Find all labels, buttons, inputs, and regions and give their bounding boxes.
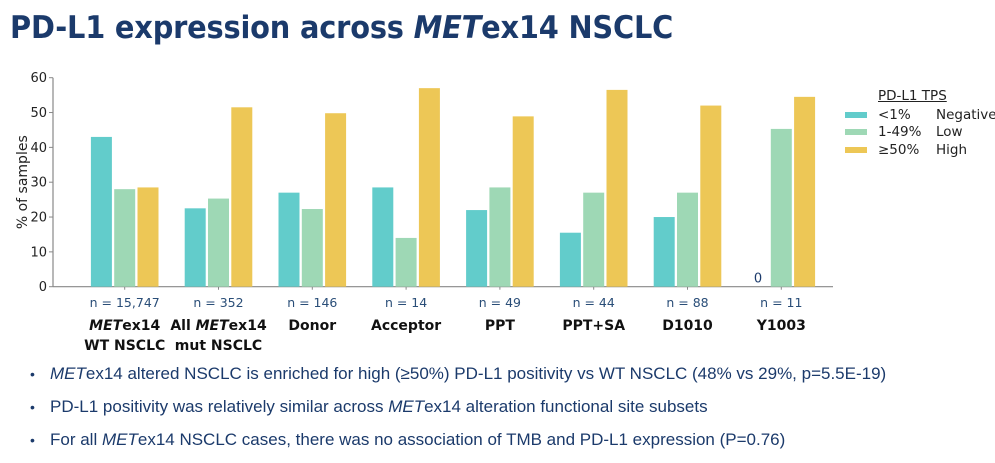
bullet-item: • PD-L1 positivity was relatively simila… — [30, 397, 886, 430]
sample-size-label: n = 44 — [573, 295, 615, 310]
category-label: Donor — [288, 318, 336, 334]
title-text-2: ex14 NSCLC — [481, 10, 674, 46]
bar-low — [489, 187, 511, 287]
legend-label: High — [936, 141, 968, 158]
bullet-icon: • — [30, 366, 35, 382]
bar-low — [395, 237, 417, 287]
bar-negative — [559, 232, 581, 287]
legend-swatch-low — [845, 129, 867, 136]
bullet-italic: MET — [388, 397, 425, 416]
bar-chart: 0 10 20 30 40 50 60 % of samples 0 n = 15,747 ME… — [15, 71, 833, 354]
category-label: Y1003 — [756, 318, 806, 334]
bullet-italic: MET — [101, 430, 138, 449]
y-tick-label: 10 — [30, 245, 47, 260]
bar-negative — [653, 217, 675, 287]
bar-high — [794, 96, 816, 287]
legend-item-low: 1-49% Low — [845, 124, 995, 142]
legend-item-high: ≥50% High — [845, 141, 995, 159]
bar-negative — [466, 210, 488, 287]
legend-swatch-high — [845, 146, 867, 153]
bar-low — [208, 198, 229, 287]
bullet-item: • For all METex14 NSCLC cases, there was… — [30, 430, 886, 463]
bullet-text: METex14 altered NSCLC is enriched for hi… — [50, 364, 886, 384]
legend-label: Negative — [936, 106, 995, 123]
bar-low — [583, 192, 605, 287]
legend-label: Low — [936, 124, 963, 141]
bar-low — [301, 209, 323, 287]
bullet-item: • METex14 altered NSCLC is enriched for … — [30, 364, 886, 397]
bar-negative — [184, 208, 206, 287]
category-label-line2: mut NSCLC — [175, 338, 262, 354]
y-axis-label: % of samples — [15, 135, 31, 229]
y-tick-label: 30 — [30, 176, 47, 191]
legend-range: ≥50% — [878, 141, 920, 158]
title-text-1: PD-L1 expression across — [10, 10, 414, 46]
y-tick-label: 20 — [30, 211, 47, 226]
category-label-line2: WT NSCLC — [84, 338, 165, 354]
bar-negative — [278, 192, 300, 287]
legend-item-negative: <1% Negative — [845, 106, 995, 124]
sample-size-label: n = 15,747 — [90, 295, 160, 310]
bullet-text: PD-L1 positivity was relatively similar … — [50, 397, 708, 417]
bullet-icon: • — [30, 399, 35, 415]
bar-high — [231, 107, 253, 287]
bar-low — [770, 128, 792, 287]
slide-title: PD-L1 expression across METex14 NSCLC — [10, 10, 673, 46]
bullet-prefix: For all — [50, 430, 102, 449]
legend-range: 1-49% — [878, 124, 922, 141]
sample-size-label: n = 146 — [287, 295, 337, 310]
sample-size-label: n = 49 — [479, 295, 521, 310]
bar-high — [418, 88, 440, 287]
bullet-italic: MET — [50, 364, 86, 383]
category-label: Acceptor — [371, 318, 441, 334]
bars: 0 — [90, 88, 816, 287]
bar-low — [114, 189, 136, 287]
category-label: METex14 — [89, 318, 160, 334]
bullet-text-rest: ex14 alteration functional site subsets — [424, 397, 708, 416]
bar-negative — [90, 136, 112, 287]
bar-high — [700, 105, 722, 287]
y-tick-label: 0 — [39, 280, 47, 295]
bar-high — [325, 113, 347, 287]
category-label: D1010 — [662, 318, 713, 334]
title-italic: MET — [413, 10, 482, 46]
bar-high — [606, 89, 628, 287]
bullet-icon: • — [30, 432, 35, 448]
category-label: PPT — [485, 318, 516, 334]
zero-value-label: 0 — [754, 272, 762, 287]
legend-title: PD-L1 TPS — [878, 88, 947, 104]
category-label: PPT+SA — [562, 318, 625, 334]
bar-high — [512, 116, 534, 287]
category-label: All METex14 — [170, 318, 267, 334]
sample-size-label: n = 14 — [385, 295, 427, 310]
sample-size-label: n = 11 — [760, 295, 802, 310]
bullet-text-rest: ex14 NSCLC cases, there was no associati… — [137, 430, 786, 449]
bullet-prefix: PD-L1 positivity was relatively similar … — [50, 397, 389, 416]
legend: PD-L1 TPS <1% Negative 1-49% Low ≥50% Hi… — [845, 88, 995, 159]
bullet-text: For all METex14 NSCLC cases, there was n… — [50, 430, 785, 450]
axes: 0 10 20 30 40 50 60 % of samples — [15, 71, 833, 295]
bar-high — [137, 187, 159, 287]
bar-low — [677, 192, 698, 287]
bullet-text-rest: ex14 altered NSCLC is enriched for high … — [85, 364, 887, 383]
sample-size-label: n = 352 — [193, 295, 243, 310]
x-axis-labels: n = 15,747 METex14 WT NSCLC n = 352 All METe… — [84, 295, 806, 354]
legend-range: <1% — [878, 106, 911, 123]
bullet-list: • METex14 altered NSCLC is enriched for … — [30, 364, 886, 463]
y-tick-label: 50 — [30, 106, 47, 121]
y-tick-label: 40 — [30, 141, 47, 156]
sample-size-label: n = 88 — [666, 295, 708, 310]
bar-negative — [372, 187, 394, 287]
legend-swatch-negative — [845, 111, 867, 118]
y-tick-label: 60 — [30, 71, 47, 86]
